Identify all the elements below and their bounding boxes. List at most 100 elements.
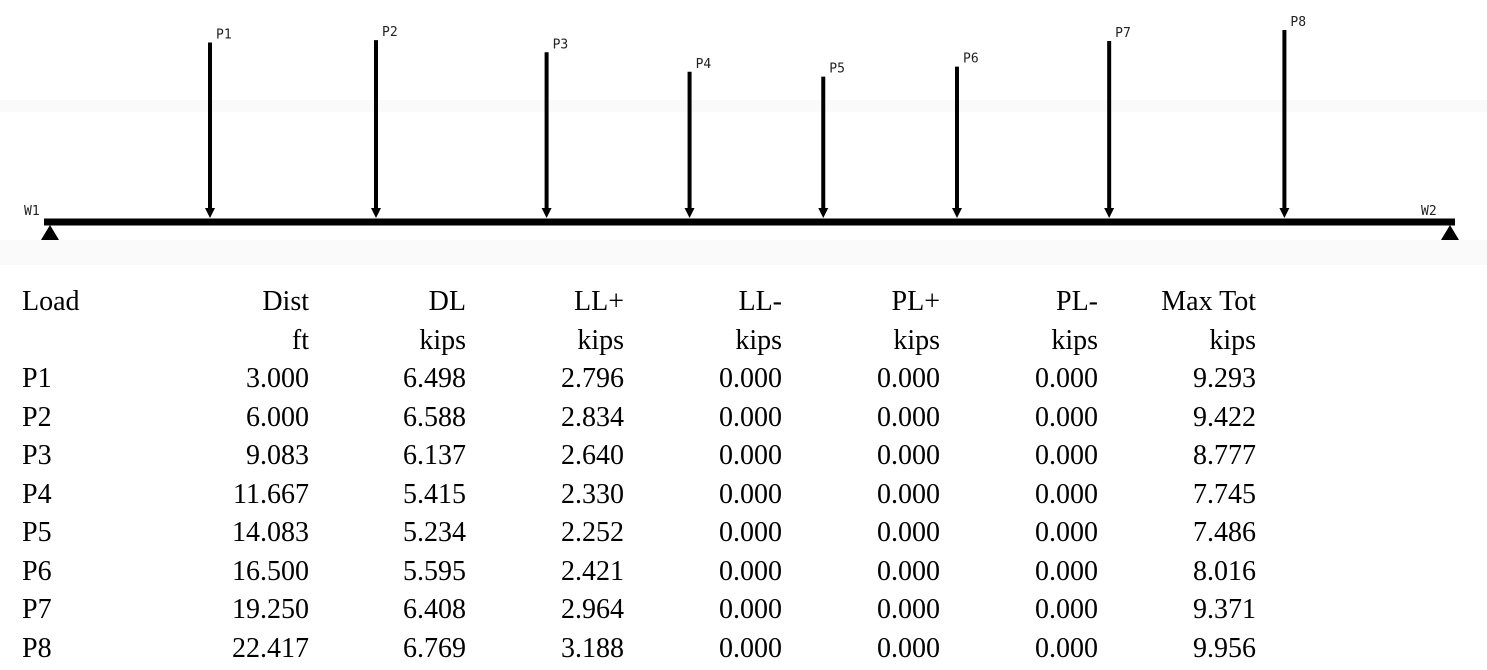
table-cell: P2 [22,401,52,433]
load-table: Load Dist DL LL+ LL- PL+ PL- Max Tot ft kips kips k… [22,283,1256,668]
right-support [1441,225,1459,240]
table-row: P2 6.000 6.588 2.834 0.000 0.000 0.000 9.422 [22,399,1256,438]
column-header: kips [1051,324,1098,356]
beam-load-diagram: W1 W2 P1 P2 P3 P4 P5 P6 P7 P8 [0,15,1487,265]
table-cell: 8.016 [1193,555,1256,587]
table-cell: 14.083 [232,517,309,548]
table-cell: 0.000 [877,440,940,471]
column-header: PL+ [891,286,940,317]
arrow-head [1104,208,1115,218]
table-cell: P5 [22,517,52,548]
table-cell: 0.000 [1035,478,1098,510]
table-cell: 6.769 [403,632,466,664]
table-cell: 6.498 [403,363,466,394]
table-cell: 0.000 [877,363,940,394]
right-support-label: W2 [1421,204,1437,219]
load-arrow-p7: P7 [1104,26,1131,218]
load-arrow-p4: P4 [684,57,711,218]
table-cell: 6.000 [246,401,309,433]
table-cell: 7.745 [1193,478,1256,510]
left-support [41,225,59,240]
arrow-head [205,208,215,218]
table-cell: 2.330 [561,478,624,510]
column-header: kips [1209,324,1256,356]
load-table-body: P1 3.000 6.498 2.796 0.000 0.000 0.000 9.293 P2 6… [22,360,1256,668]
table-row: P5 14.083 5.234 2.252 0.000 0.000 0.000 7.486 [22,514,1256,553]
load-label: P3 [553,37,569,52]
arrow-head [952,208,962,218]
table-cell: 0.000 [877,478,940,510]
table-cell: 0.000 [1035,401,1098,433]
column-header: LL+ [574,286,624,317]
load-arrow-p5: P5 [818,62,845,218]
column-header: kips [735,324,782,356]
table-cell: 0.000 [719,632,782,664]
table-cell: 9.371 [1193,594,1256,625]
header-row: ft kips kips kips kips kips kips [22,322,1256,361]
load-arrow-p1: P1 [205,28,232,218]
column-header: Max Tot [1161,286,1256,317]
column-header: kips [419,324,466,356]
table-cell: 0.000 [877,632,940,664]
arrow-head [1279,208,1290,218]
table-cell: 5.595 [403,555,466,587]
table-cell: 19.250 [232,594,309,625]
table-cell: 0.000 [1035,632,1098,664]
arrow-head [818,208,829,218]
column-header: kips [577,324,624,356]
load-label: P8 [1290,15,1306,30]
table-cell: P7 [22,594,52,625]
column-header: ft [291,324,309,356]
load-label: P6 [963,52,979,67]
table-row: P6 16.500 5.595 2.421 0.000 0.000 0.000 8.016 [22,553,1256,592]
column-header: Load [22,286,80,317]
table-cell: 2.640 [561,440,624,471]
load-arrow-p6: P6 [952,52,979,218]
table-cell: 0.000 [877,401,940,433]
table-cell: 0.000 [1035,363,1098,394]
left-support-label: W1 [24,204,40,219]
column-header: DL [428,286,466,317]
table-row: P3 9.083 6.137 2.640 0.000 0.000 0.000 8.777 [22,437,1256,476]
table-cell: 2.796 [561,363,624,394]
table-cell: 0.000 [719,594,782,625]
load-table-header: Load Dist DL LL+ LL- PL+ PL- Max Tot ft kips kips k… [22,283,1256,360]
table-cell: 5.415 [403,478,466,510]
load-arrow-p2: P2 [371,25,398,218]
table-row: P1 3.000 6.498 2.796 0.000 0.000 0.000 9.293 [22,360,1256,399]
table-row: P8 22.417 6.769 3.188 0.000 0.000 0.000 9.956 [22,630,1256,669]
table-cell: 0.000 [877,517,940,548]
table-cell: 3.188 [561,632,624,664]
table-cell: 2.421 [561,555,624,587]
table-cell: 9.293 [1193,363,1256,394]
table-cell: 0.000 [719,440,782,471]
load-label: P2 [382,25,398,40]
table-cell: 0.000 [877,594,940,625]
column-header [22,322,152,361]
table-row: P7 19.250 6.408 2.964 0.000 0.000 0.000 9.371 [22,591,1256,630]
table-cell: 8.777 [1193,440,1256,471]
table-cell: 0.000 [719,363,782,394]
table-cell: 0.000 [719,401,782,433]
table-cell: 0.000 [877,555,940,587]
column-header: PL- [1056,286,1098,317]
column-header: LL- [738,286,782,317]
table-cell: P6 [22,555,52,587]
table-cell: 2.834 [561,401,624,433]
load-label: P5 [829,62,845,77]
table-cell: 5.234 [403,517,466,548]
table-cell: 0.000 [719,517,782,548]
table-cell: 3.000 [246,363,309,394]
background-band [0,100,1487,112]
column-header: Dist [262,286,309,317]
table-cell: 0.000 [719,478,782,510]
table-cell: 9.956 [1193,632,1256,664]
table-cell: 0.000 [1035,440,1098,471]
table-cell: P8 [22,632,52,664]
table-cell: 16.500 [232,555,309,587]
table-cell: 6.408 [403,594,466,625]
load-label: P7 [1115,26,1131,41]
table-cell: 9.422 [1193,401,1256,433]
arrow-head [684,208,695,218]
background-band [0,240,1487,265]
